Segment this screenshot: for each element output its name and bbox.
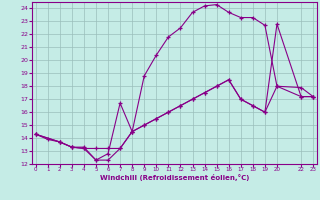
X-axis label: Windchill (Refroidissement éolien,°C): Windchill (Refroidissement éolien,°C) [100,174,249,181]
